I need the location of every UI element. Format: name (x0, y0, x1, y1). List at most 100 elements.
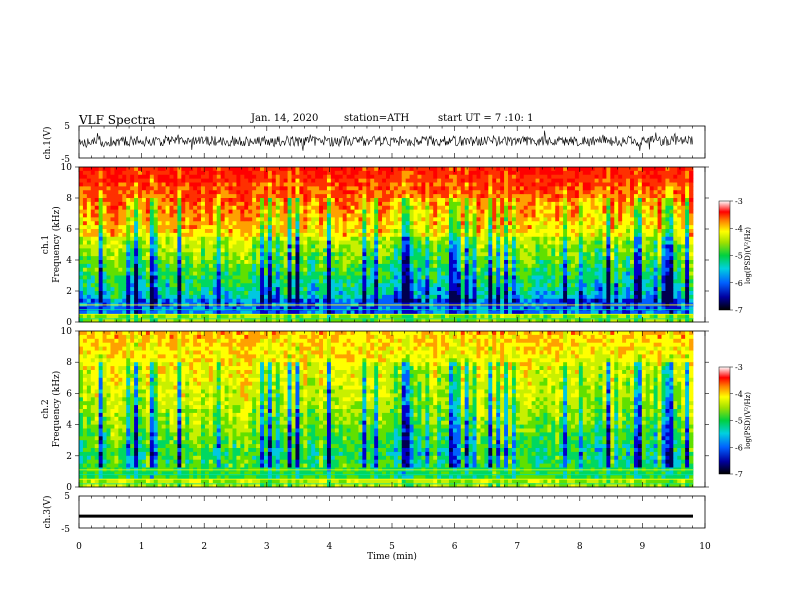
spectrogram-cell (134, 217, 139, 222)
spectrogram-cell (185, 236, 190, 242)
spectrogram-cell (185, 225, 190, 230)
spectrogram-cell (535, 167, 540, 172)
spectrogram-cell (417, 248, 422, 253)
spectrogram-cell (389, 279, 395, 284)
spectrogram-cell (201, 236, 206, 242)
spectrogram-cell (441, 256, 446, 261)
spectrogram-cell (165, 252, 170, 257)
spectrogram-cell (386, 232, 391, 238)
spectrogram-cell (421, 236, 426, 242)
spectrogram-cell (413, 205, 418, 211)
spectrogram-cell (500, 248, 505, 253)
spectrogram-cell (386, 182, 391, 187)
spectrogram-cell (500, 283, 505, 288)
spectrogram-cell (409, 217, 414, 222)
spectrogram-cell (177, 213, 182, 218)
spectrogram-cell (177, 174, 182, 180)
spectrogram-cell (405, 252, 411, 257)
spectrogram-cell (539, 170, 544, 176)
spectrogram-cell (567, 209, 572, 214)
spectrogram-cell (346, 263, 351, 269)
spectrogram-cell (299, 198, 304, 203)
spectrogram-cell (326, 232, 332, 238)
spectrogram-cell (563, 294, 568, 300)
spectrogram-cell (531, 170, 536, 176)
spectrogram-cell (220, 306, 226, 311)
spectrogram-cell (531, 252, 536, 257)
spectrogram-cell (126, 294, 131, 300)
spectrogram-cell (299, 221, 304, 226)
spectrogram-cell (204, 279, 210, 284)
spectrogram-cell (82, 279, 88, 284)
spectrogram-cell (197, 198, 202, 203)
spectrogram-cell (452, 232, 458, 238)
spectrogram-cell (543, 275, 548, 280)
spectrogram-cell (141, 318, 147, 323)
spectrogram-cell (126, 221, 131, 226)
spectrogram-cell (401, 252, 407, 257)
spectrogram-cell (330, 217, 336, 222)
spectrogram-cell (563, 306, 568, 311)
spectrogram-cell (240, 167, 245, 172)
spectrogram-cell (326, 260, 332, 265)
spectrogram-cell (126, 248, 131, 253)
spectrogram-cell (232, 271, 237, 276)
spectrogram-cell (519, 271, 525, 276)
spectrogram-cell (169, 310, 174, 315)
spectrogram-cell (358, 194, 363, 199)
spectrogram-cell (464, 263, 470, 269)
spectrogram-cell (271, 314, 277, 319)
spectrogram-cell (370, 178, 375, 183)
spectrogram-cell (307, 221, 312, 226)
spectrogram-cell (189, 225, 194, 230)
spectrogram-cell (169, 314, 174, 319)
spectrogram-cell (102, 205, 107, 211)
spectrogram-cell (138, 217, 143, 222)
spectrogram-cell (79, 178, 84, 183)
spectrogram-cell (118, 205, 123, 211)
spectrogram-cell (480, 314, 485, 319)
spectrogram-cell (334, 260, 340, 265)
spectrogram-cell (279, 252, 285, 257)
spectrogram-cell (441, 167, 446, 172)
spectrogram-cell (527, 283, 533, 288)
spectrogram-cell (547, 170, 552, 176)
spectrogram-cell (401, 256, 407, 261)
spectrogram-cell (409, 318, 414, 323)
spectrogram-cell (122, 314, 127, 319)
spectrogram-cell (130, 174, 135, 180)
spectrogram-cell (90, 291, 96, 296)
spectrogram-cell (488, 225, 493, 230)
spectrogram-cell (445, 213, 450, 218)
spectrogram-cell (397, 306, 403, 311)
spectrogram-cell (299, 213, 304, 218)
spectrogram-cell (126, 209, 131, 214)
spectrogram-cell (130, 178, 135, 183)
spectrogram-cell (141, 213, 147, 218)
spectrogram-cell (181, 186, 186, 191)
spectrogram-cell (433, 256, 438, 261)
spectrogram-cell (330, 213, 336, 218)
spectrogram-cell (201, 198, 206, 203)
spectrogram-cell (236, 229, 241, 234)
spectrogram-cell (515, 298, 521, 304)
spectrogram-cell (350, 217, 355, 222)
spectrogram-cell (228, 275, 233, 280)
spectrogram-cell (421, 306, 426, 311)
spectrogram-cell (130, 170, 135, 176)
spectrogram-cell (362, 252, 367, 257)
spectrogram-cell (421, 182, 426, 187)
spectrogram-cell (287, 209, 292, 214)
spectrogram-cell (126, 256, 131, 261)
spectrogram-cell (138, 310, 143, 315)
spectrogram-cell (224, 232, 229, 238)
spectrogram-cell (208, 314, 214, 319)
spectrogram-cell (244, 298, 249, 304)
spectrogram-cell (145, 213, 151, 218)
spectrogram-cell (110, 178, 115, 183)
spectrogram-cell (389, 275, 395, 280)
spectrogram-cell (134, 267, 139, 273)
spectrogram-cell (307, 186, 312, 191)
spectrogram-cell (208, 318, 214, 323)
spectrogram-cell (208, 201, 214, 207)
